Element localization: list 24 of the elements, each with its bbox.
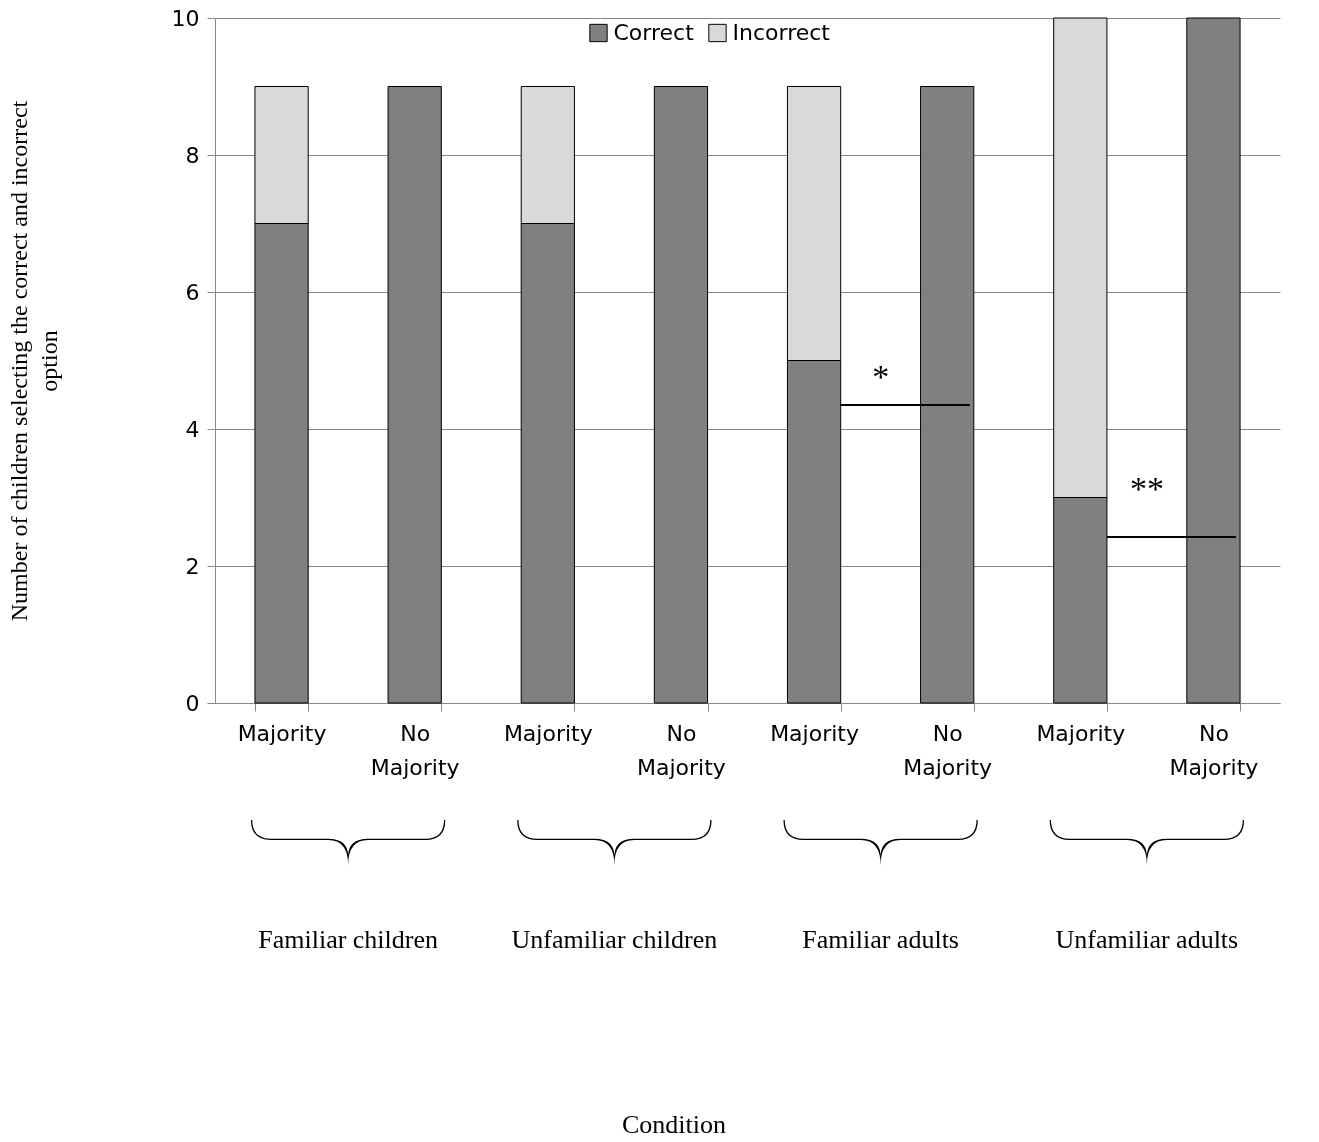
x-tick-label: Majority [237,720,327,746]
x-tick-label: Majority [770,720,859,746]
annotation: * [872,358,890,395]
legend-label: Correct [613,20,695,45]
text: Unfamiliar children [511,925,718,954]
y-tick-label: 4 [185,416,200,442]
x-tick-label: No Majority [637,720,726,780]
x-tick-label: Majority [1036,720,1126,746]
text: Condition [622,1110,727,1139]
text: Unfamiliar adults [1055,925,1239,954]
x-tick-label: No Majority [1169,720,1259,780]
text: Familiar children [258,925,439,954]
y-tick-label: 8 [185,142,200,168]
x-tick-label: No Majority [903,720,993,780]
y-tick-label: 10 [171,5,200,31]
y-tick-label: 6 [185,279,200,305]
text: Familiar adults [802,925,959,954]
legend-label: Incorrect [732,20,831,45]
y-tick-label: 2 [185,553,200,579]
x-tick-label: No Majority [370,720,460,780]
x-tick-label: Majority [503,720,593,746]
annotation: ** [1129,470,1164,507]
y-tick-label: 0 [185,690,200,716]
y-axis-title: Number of children selecting the correct and incorrect option [5,100,62,622]
